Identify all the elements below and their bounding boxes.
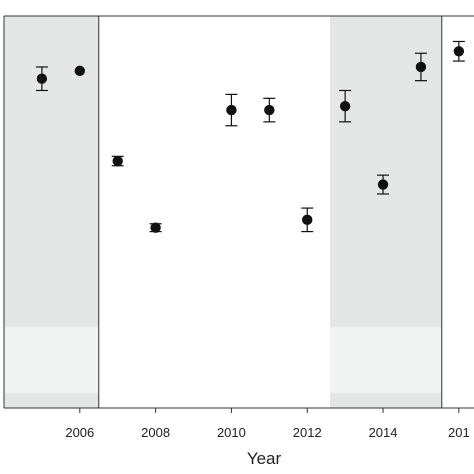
x-axis-ticks: 2006 2008 2010 2012 2014 201: [65, 408, 470, 440]
x-tick-label: 2008: [141, 425, 170, 440]
data-point: [74, 65, 86, 77]
shaded-region-band-1: [4, 327, 99, 393]
data-point: [150, 222, 161, 233]
data-point: [264, 104, 275, 116]
data-point: [226, 104, 237, 116]
error-bars: [35, 40, 465, 233]
data-point: [339, 100, 351, 112]
x-tick-label: 201: [448, 425, 470, 440]
data-point: [36, 73, 48, 84]
data-point: [112, 155, 123, 167]
data-point: [377, 179, 389, 190]
x-tick-label: 2014: [369, 425, 398, 440]
data-point: [453, 46, 465, 57]
x-tick-label: 2012: [293, 425, 322, 440]
shaded-regions: [4, 16, 442, 408]
data-point: [302, 214, 313, 226]
plot-frame: [3, 15, 474, 409]
x-tick-label: 2010: [217, 425, 246, 440]
phase-divider-lines: [98, 16, 443, 408]
data-point: [415, 61, 427, 73]
x-axis-title: Year: [247, 449, 282, 468]
data-points: [36, 46, 465, 233]
x-tick-label: 2006: [65, 425, 94, 440]
shaded-region-band-2: [329, 327, 442, 393]
